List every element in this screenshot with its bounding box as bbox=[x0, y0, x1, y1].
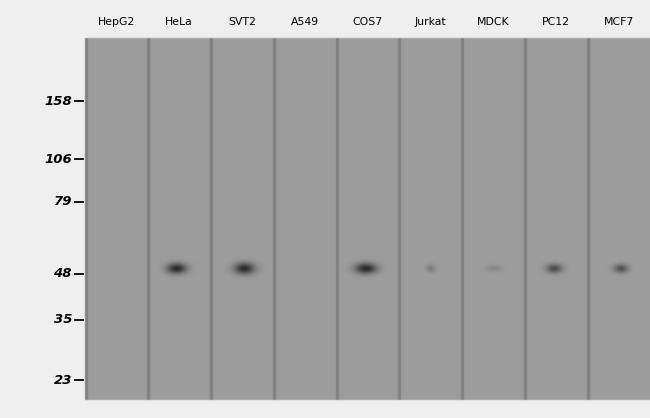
Text: A549: A549 bbox=[291, 17, 318, 27]
Text: 23: 23 bbox=[53, 374, 72, 387]
Text: HepG2: HepG2 bbox=[98, 17, 135, 27]
Text: MCF7: MCF7 bbox=[603, 17, 634, 27]
Text: 48: 48 bbox=[53, 268, 72, 280]
Text: HeLa: HeLa bbox=[165, 17, 193, 27]
Text: MDCK: MDCK bbox=[476, 17, 510, 27]
Text: COS7: COS7 bbox=[352, 17, 383, 27]
Text: 35: 35 bbox=[53, 313, 72, 326]
Text: 79: 79 bbox=[53, 195, 72, 208]
Text: 158: 158 bbox=[44, 95, 72, 108]
Text: PC12: PC12 bbox=[542, 17, 570, 27]
Text: SVT2: SVT2 bbox=[228, 17, 256, 27]
Text: 106: 106 bbox=[44, 153, 72, 166]
Text: Jurkat: Jurkat bbox=[415, 17, 446, 27]
